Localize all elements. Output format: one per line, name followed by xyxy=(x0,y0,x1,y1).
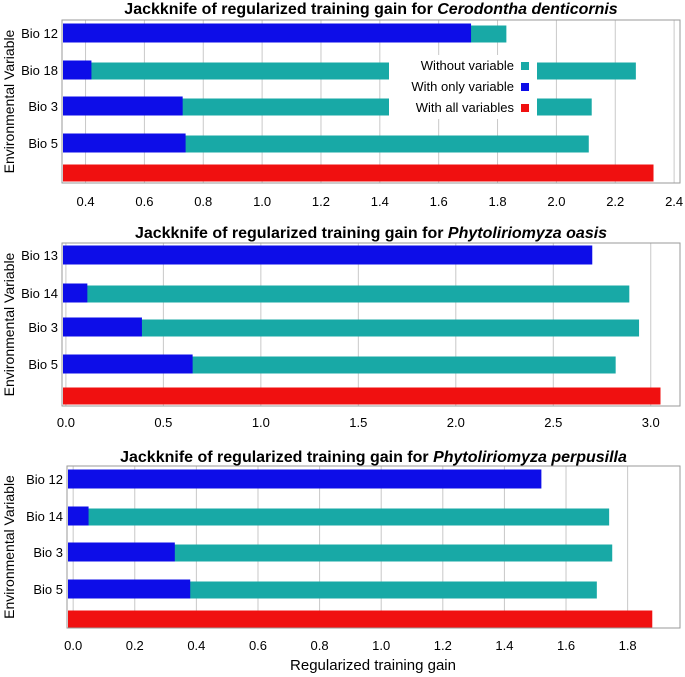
bar-without-variable xyxy=(63,285,630,303)
bar-without-variable xyxy=(68,508,610,526)
legend-swatch xyxy=(521,104,529,112)
bar-with-only-variable xyxy=(63,245,593,265)
bar-with-only-variable xyxy=(63,354,193,374)
x-tick-label: 0.4 xyxy=(187,638,205,653)
bar-with-only-variable xyxy=(63,283,88,303)
plot-frame xyxy=(61,242,681,407)
y-axis-label: Environmental Variable xyxy=(1,252,17,396)
bar-with-only-variable xyxy=(68,469,542,489)
x-tick-label: 0.5 xyxy=(154,415,172,430)
x-tick-label: 2.4 xyxy=(665,194,683,209)
bar-without-variable xyxy=(63,356,616,374)
chart-title-species: Phytoliriomyza oasis xyxy=(448,225,607,242)
legend-label: With all variables xyxy=(416,100,515,115)
x-tick-label: 1.0 xyxy=(253,194,271,209)
category-label: Bio 12 xyxy=(26,472,63,487)
chart-title-prefix: Jackknife of regularized training gain f… xyxy=(120,449,433,466)
chart-title: Jackknife of regularized training gain f… xyxy=(135,225,607,242)
legend: Without variable With only variable With a… xyxy=(389,55,537,119)
x-tick-label: 1.5 xyxy=(349,415,367,430)
bar-without-variable xyxy=(63,135,589,153)
category-label: Bio 3 xyxy=(33,545,63,560)
category-label: Bio 18 xyxy=(21,63,58,78)
x-tick-label: 2.0 xyxy=(447,415,465,430)
legend-swatch xyxy=(521,83,529,91)
category-label: Bio 13 xyxy=(21,248,58,263)
bar-with-only-variable xyxy=(63,60,92,80)
x-tick-label: 1.2 xyxy=(434,638,452,653)
x-tick-label: 1.6 xyxy=(430,194,448,209)
x-tick-label: 1.0 xyxy=(372,638,390,653)
y-axis-label: Environmental Variable xyxy=(1,29,17,173)
legend-swatch xyxy=(521,62,529,70)
x-tick-label: 0.0 xyxy=(64,638,82,653)
x-tick-label: 1.6 xyxy=(557,638,575,653)
chart-title: Jackknife of regularized training gain f… xyxy=(124,1,618,18)
bar-with-only-variable xyxy=(63,23,472,43)
bar-with-all-variables xyxy=(68,610,653,628)
bar-with-only-variable xyxy=(68,542,175,562)
category-label: Bio 5 xyxy=(28,136,58,151)
y-axis-label: Environmental Variable xyxy=(1,475,17,619)
chart-panel-2: Jackknife of regularized training gain f… xyxy=(1,225,681,430)
x-tick-label: 0.0 xyxy=(57,415,75,430)
chart-panel-1: Jackknife of regularized training gain f… xyxy=(1,1,683,209)
bar-with-only-variable xyxy=(68,579,191,599)
bar-without-variable xyxy=(63,62,636,80)
category-label: Bio 3 xyxy=(28,320,58,335)
plot-frame xyxy=(66,465,681,629)
chart-panel-3: Jackknife of regularized training gain f… xyxy=(1,449,681,653)
bar-with-only-variable xyxy=(68,506,89,526)
x-tick-label: 2.5 xyxy=(544,415,562,430)
legend-label: With only variable xyxy=(411,79,514,94)
x-tick-label: 1.4 xyxy=(495,638,513,653)
category-label: Bio 5 xyxy=(33,582,63,597)
x-tick-label: 0.4 xyxy=(77,194,95,209)
x-tick-label: 0.8 xyxy=(311,638,329,653)
bar-without-variable xyxy=(63,319,640,337)
x-tick-label: 2.2 xyxy=(606,194,624,209)
legend-background xyxy=(389,55,537,119)
x-tick-label: 3.0 xyxy=(642,415,660,430)
chart-title-prefix: Jackknife of regularized training gain f… xyxy=(135,225,448,242)
category-label: Bio 5 xyxy=(28,357,58,372)
category-label: Bio 12 xyxy=(21,26,58,41)
x-tick-label: 1.2 xyxy=(312,194,330,209)
chart-title-prefix: Jackknife of regularized training gain f… xyxy=(124,1,437,18)
bar-with-only-variable xyxy=(63,96,183,116)
x-tick-label: 0.2 xyxy=(126,638,144,653)
plot-frame xyxy=(61,19,681,184)
x-tick-label: 0.6 xyxy=(135,194,153,209)
bar-with-all-variables xyxy=(63,387,661,405)
bar-with-all-variables xyxy=(63,164,654,182)
chart-title: Jackknife of regularized training gain f… xyxy=(120,449,627,466)
x-axis-label: Regularized training gain xyxy=(290,657,456,674)
bar-without-variable xyxy=(68,581,597,599)
x-tick-label: 1.4 xyxy=(371,194,389,209)
category-label: Bio 14 xyxy=(26,509,63,524)
x-tick-label: 1.8 xyxy=(619,638,637,653)
legend-label: Without variable xyxy=(421,58,514,73)
chart-title-species: Phytoliriomyza perpusilla xyxy=(433,449,627,466)
bar-without-variable xyxy=(68,544,613,562)
x-tick-label: 2.0 xyxy=(547,194,565,209)
chart-title-species: Cerodontha denticornis xyxy=(437,1,618,18)
x-tick-label: 0.6 xyxy=(249,638,267,653)
category-label: Bio 3 xyxy=(28,99,58,114)
bar-with-only-variable xyxy=(63,133,186,153)
x-tick-label: 1.8 xyxy=(489,194,507,209)
x-tick-label: 1.0 xyxy=(252,415,270,430)
x-tick-label: 0.8 xyxy=(194,194,212,209)
bar-with-only-variable xyxy=(63,317,142,337)
category-label: Bio 14 xyxy=(21,286,58,301)
